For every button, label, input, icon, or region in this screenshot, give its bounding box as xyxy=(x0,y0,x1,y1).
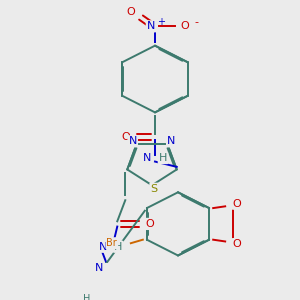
Text: N: N xyxy=(95,263,103,273)
Text: -: - xyxy=(194,17,198,27)
Text: O: O xyxy=(181,21,189,31)
Text: O: O xyxy=(233,239,242,249)
Text: O: O xyxy=(127,7,135,17)
Text: S: S xyxy=(150,184,158,194)
Text: N: N xyxy=(143,153,151,163)
Text: H: H xyxy=(114,242,122,252)
Text: O: O xyxy=(122,132,130,142)
Text: +: + xyxy=(157,17,165,27)
Text: N: N xyxy=(128,136,137,146)
Text: O: O xyxy=(145,219,154,229)
Text: N: N xyxy=(99,242,107,252)
Text: H: H xyxy=(159,153,167,163)
Text: N: N xyxy=(167,136,176,146)
Text: N: N xyxy=(147,21,155,31)
Text: O: O xyxy=(233,199,242,209)
Text: H: H xyxy=(82,294,90,300)
Text: Br: Br xyxy=(106,238,117,248)
